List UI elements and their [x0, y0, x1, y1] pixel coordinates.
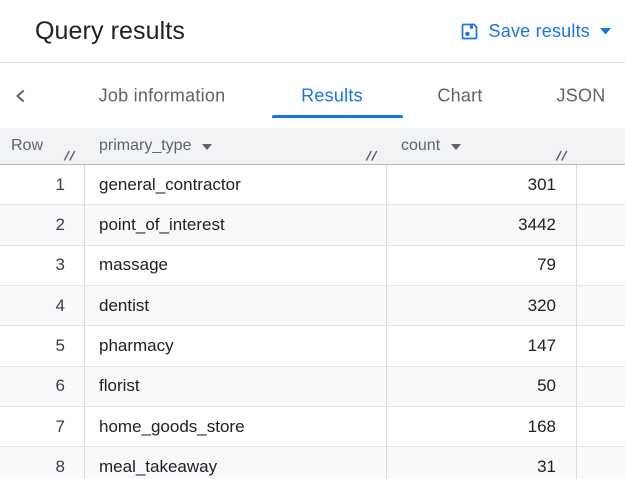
gutter-cell — [577, 447, 625, 479]
table-row: 5 pharmacy 147 — [0, 326, 625, 367]
results-table: Row primary_type coun — [0, 128, 625, 479]
table-row: 2 point_of_interest 3442 — [0, 205, 625, 246]
count-cell: 50 — [387, 366, 577, 406]
primary-type-cell: dentist — [85, 285, 387, 326]
column-header-count: count — [387, 128, 577, 164]
column-label-count: count — [401, 137, 441, 154]
table-header-row: Row primary_type coun — [0, 128, 625, 165]
gutter-cell — [577, 367, 625, 406]
count-cell: 168 — [387, 406, 577, 447]
save-results-label: Save results — [488, 20, 590, 41]
tab-job-information[interactable]: Job information — [98, 85, 226, 105]
row-number-cell: 5 — [0, 326, 85, 366]
gutter-cell — [577, 246, 625, 285]
tab-json[interactable]: JSON — [556, 85, 606, 105]
gutter-cell — [577, 407, 625, 446]
row-number-cell: 4 — [0, 285, 85, 326]
row-number-cell: 6 — [0, 366, 85, 406]
column-resize-handle-icon[interactable] — [63, 150, 76, 161]
column-header-gutter — [577, 128, 625, 164]
primary-type-cell: meal_takeaway — [85, 447, 387, 479]
tab-chart[interactable]: Chart — [437, 85, 483, 105]
count-cell: 3442 — [387, 205, 577, 245]
results-tab-bar: Job information Results Chart JSON — [0, 63, 625, 128]
save-icon — [459, 21, 480, 42]
table-row: 7 home_goods_store 168 — [0, 406, 625, 448]
column-resize-handle-icon[interactable] — [555, 150, 568, 161]
row-number-cell: 7 — [0, 406, 85, 447]
primary-type-cell: florist — [85, 366, 387, 406]
panel-header: Query results Save results — [0, 0, 625, 63]
gutter-cell — [577, 165, 625, 204]
column-resize-handle-icon[interactable] — [365, 150, 378, 161]
save-results-button[interactable]: Save results — [459, 21, 611, 42]
row-number-cell: 8 — [0, 447, 85, 479]
primary-type-cell: massage — [85, 245, 387, 285]
gutter-cell — [577, 205, 625, 244]
page-title: Query results — [35, 16, 185, 45]
table-row: 6 florist 50 — [0, 366, 625, 407]
column-header-primary-type: primary_type — [85, 128, 387, 164]
table-row: 3 massage 79 — [0, 245, 625, 286]
row-number-cell: 1 — [0, 165, 85, 205]
gutter-cell — [577, 326, 625, 365]
count-cell: 31 — [387, 447, 577, 479]
column-label-primary-type: primary_type — [99, 137, 192, 154]
active-tab-indicator — [272, 115, 403, 118]
table-row: 1 general_contractor 301 — [0, 165, 625, 206]
count-cell: 301 — [387, 165, 577, 205]
primary-type-cell: point_of_interest — [85, 205, 387, 245]
chevron-left-icon[interactable] — [14, 89, 27, 102]
column-header-row: Row — [0, 128, 85, 164]
caret-down-icon[interactable] — [451, 144, 462, 150]
table-row: 4 dentist 320 — [0, 285, 625, 327]
count-cell: 79 — [387, 245, 577, 285]
gutter-cell — [577, 286, 625, 325]
column-label-row: Row — [11, 137, 44, 154]
count-cell: 147 — [387, 326, 577, 366]
row-number-cell: 2 — [0, 205, 85, 245]
caret-down-icon — [600, 27, 611, 35]
tab-results[interactable]: Results — [301, 85, 363, 105]
primary-type-cell: pharmacy — [85, 326, 387, 366]
primary-type-cell: home_goods_store — [85, 406, 387, 447]
count-cell: 320 — [387, 285, 577, 326]
table-body: 1 general_contractor 301 2 point_of_inte… — [0, 165, 625, 479]
table-row: 8 meal_takeaway 31 — [0, 447, 625, 479]
row-number-cell: 3 — [0, 245, 85, 285]
primary-type-cell: general_contractor — [85, 165, 387, 205]
caret-down-icon[interactable] — [202, 144, 213, 150]
